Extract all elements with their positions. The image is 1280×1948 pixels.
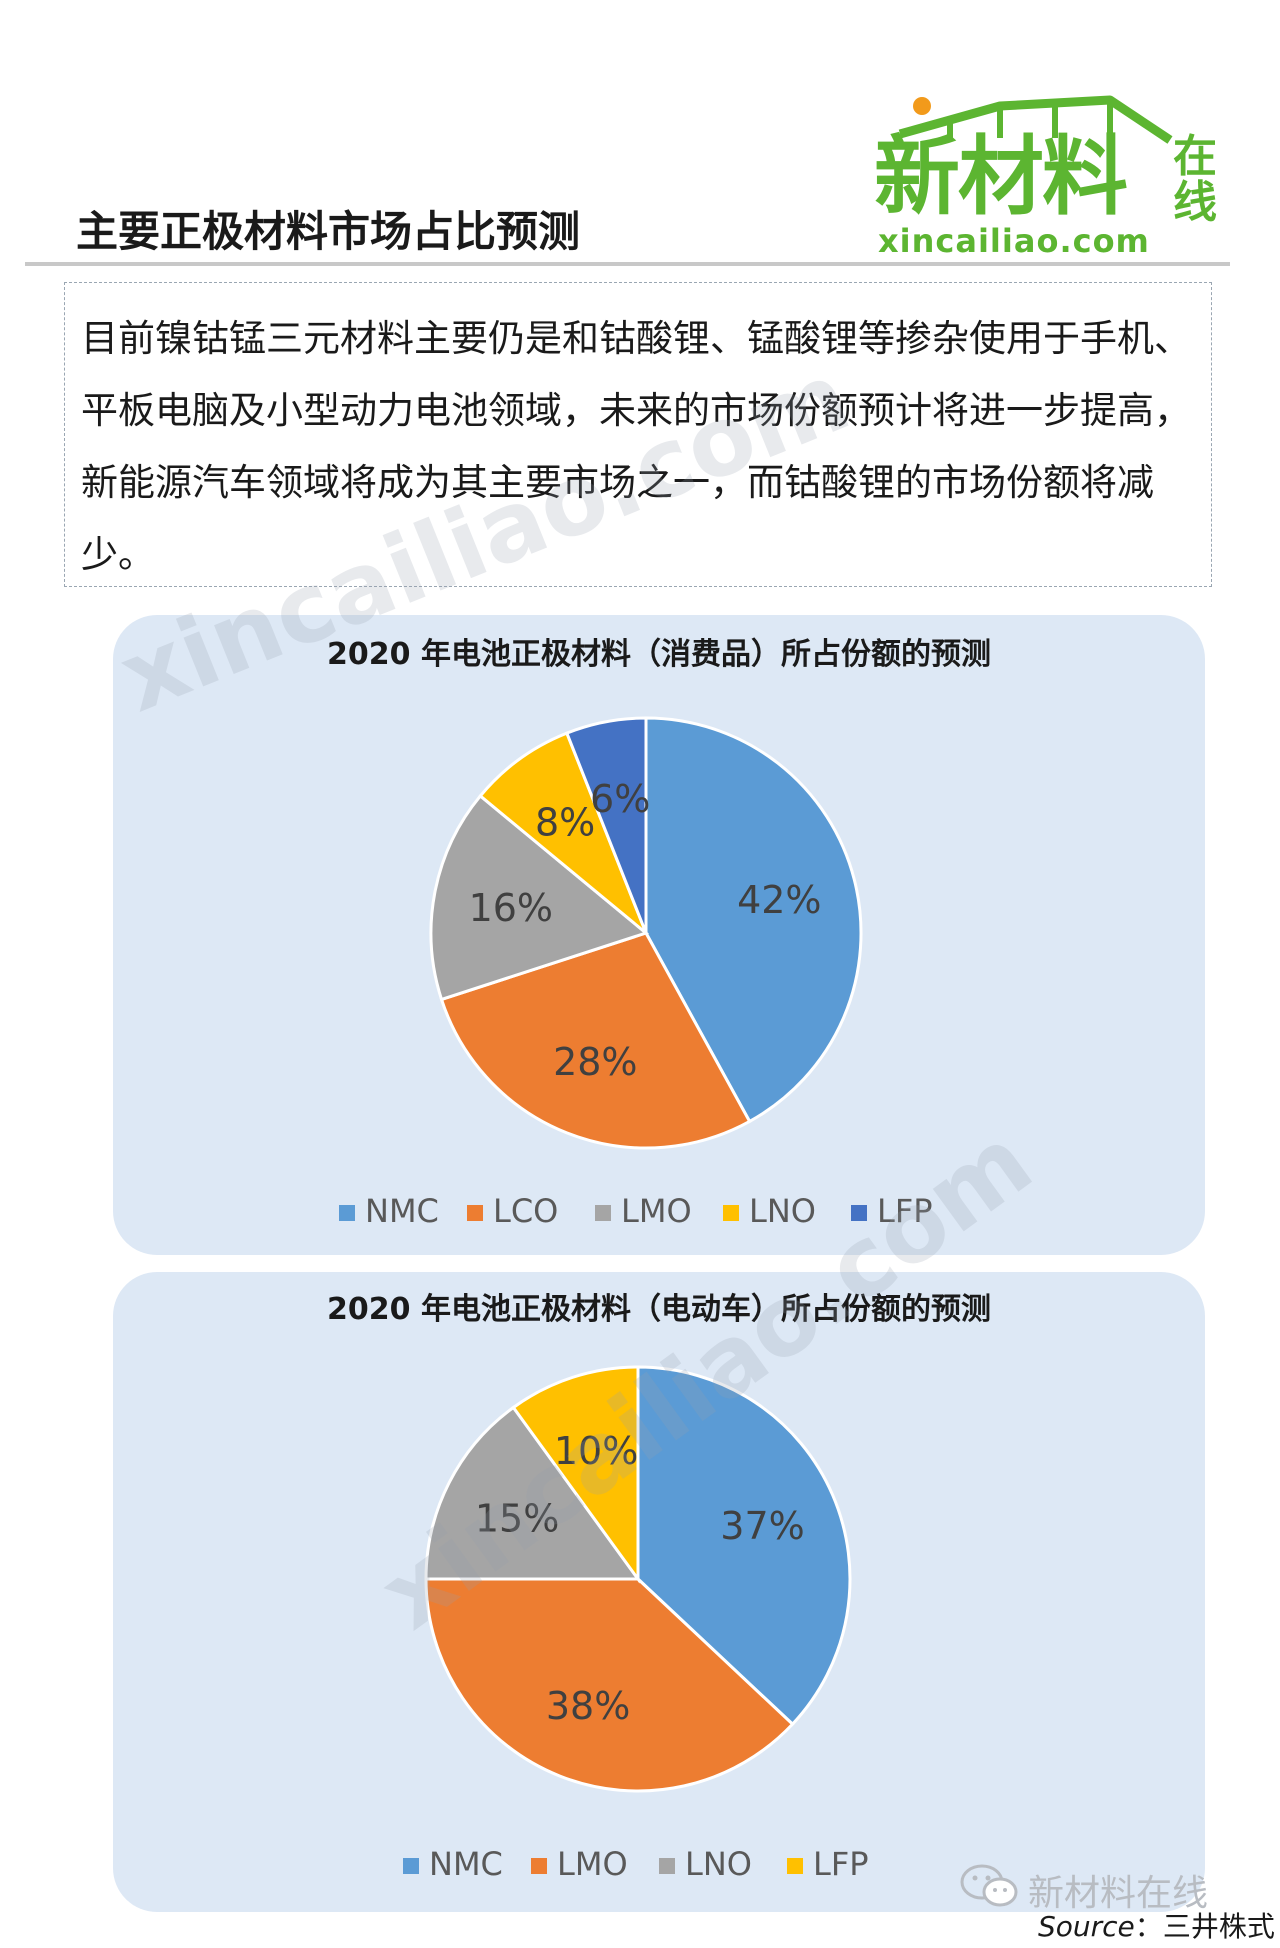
ev-slice-lfp [511,1365,640,1584]
logo-side-text: 在线 [1173,131,1217,228]
ev-legend-item-lfp: LFP [813,1845,869,1883]
source-label: Source [1038,1910,1135,1943]
consumer-legend-swatch-lfp [851,1205,867,1221]
consumer-legend-swatch-lmo [595,1205,611,1221]
ev-legend-item-nmc: NMC [429,1845,503,1883]
ev-label-lno: 15% [475,1496,559,1540]
consumer-legend-swatch-lco [467,1205,483,1221]
title-divider [25,262,1230,266]
consumer-data-labels: 42% 28% 16% 8%6% [469,777,822,1084]
ev-legend-swatch-lmo [531,1858,547,1874]
consumer-slice-lco [439,931,752,1150]
logo-url-text: xincailiao.com [878,222,1150,260]
description-text: 目前镍钴锰三元材料主要仍是和钴酸锂、锰酸锂等掺杂使用于手机、平板电脑及小型动力电… [81,317,1191,576]
source-credit: Source：三井株式 [1038,1905,1275,1945]
consumer-legend-item-nmc: NMC [365,1192,439,1230]
ev-label-lfp: 10% [554,1429,638,1473]
ev-data-labels: 37% 38% 15% 10% [475,1429,805,1728]
consumer-label-lno: 8% [535,801,595,845]
ev-slice-lmo [424,1577,795,1793]
consumer-legend-item-lfp: LFP [877,1192,933,1230]
consumer-slice-lfp [564,716,648,934]
wechat-badge: 新材料在线 [958,1862,1278,1914]
wechat-label: 新材料在线 [1028,1873,1209,1914]
pie-chart-consumer: 42% 28% 16% 8%6% NMC LCO LMO LNO LFP [339,716,933,1230]
source-separator: ： [1134,1910,1163,1943]
consumer-label-lco: 28% [553,1040,637,1084]
ev-legend-swatch-lfp [787,1858,803,1874]
page-title: 主要正极材料市场占比预测 [76,207,581,256]
consumer-label-nmc: 42% [737,878,821,922]
chart-panel-consumer: 2020 年电池正极材料（消费品）所占份额的预测 42% 28% 16% 8% 6% NM… [113,615,1205,1255]
brand-logo: 新材料 在线 xincailiao.com [870,92,1240,260]
chart-panel-ev: 2020 年电池正极材料（电动车）所占份额的预测 37% 38% 15% 10% NMC… [113,1272,1205,1912]
ev-slices [424,1365,852,1793]
source-value: 三井株式 [1162,1910,1275,1943]
wechat-icon [960,1864,1018,1907]
consumer-slice-nmc [644,716,863,1124]
ev-legend-item-lno: LNO [685,1845,752,1883]
chart-title-consumer: 2020 年电池正极材料（消费品）所占份额的预测 [327,637,991,672]
consumer-slice-lmo [429,793,650,1002]
logo-roof-graphic [898,95,1173,144]
ev-legend: NMC LMO LNO LFP [403,1845,869,1883]
consumer-legend-item-lco: LCO [493,1192,558,1230]
consumer-label-lfp: 6% [590,777,650,821]
consumer-legend-item-lno: LNO [749,1192,816,1230]
ev-legend-swatch-nmc [403,1858,419,1874]
pie-chart-ev: 37% 38% 15% 10% NMC LMO LNO LFP [403,1365,869,1883]
description-box: 目前镍钴锰三元材料主要仍是和钴酸锂、锰酸锂等掺杂使用于手机、平板电脑及小型动力电… [64,282,1212,587]
logo-main-text: 新材料 [874,127,1128,227]
chart-title-ev: 2020 年电池正极材料（电动车）所占份额的预测 [327,1292,991,1327]
ev-label-nmc: 37% [720,1504,804,1548]
logo-sun-dot [913,97,931,115]
consumer-label-lmo: 16% [469,886,553,930]
consumer-legend-item-lmo: LMO [621,1192,692,1230]
consumer-legend-swatch-lno [723,1205,739,1221]
ev-label-lmo: 38% [546,1684,630,1728]
ev-legend-item-lmo: LMO [557,1845,628,1883]
ev-slice-lno [424,1405,641,1581]
consumer-legend: NMC LCO LMO LNO LFP [339,1192,933,1230]
ev-legend-swatch-lno [659,1858,675,1874]
consumer-legend-swatch-nmc [339,1205,355,1221]
consumer-slice-lno [478,731,648,935]
consumer-slices [429,716,863,1150]
ev-slice-nmc [636,1365,852,1727]
